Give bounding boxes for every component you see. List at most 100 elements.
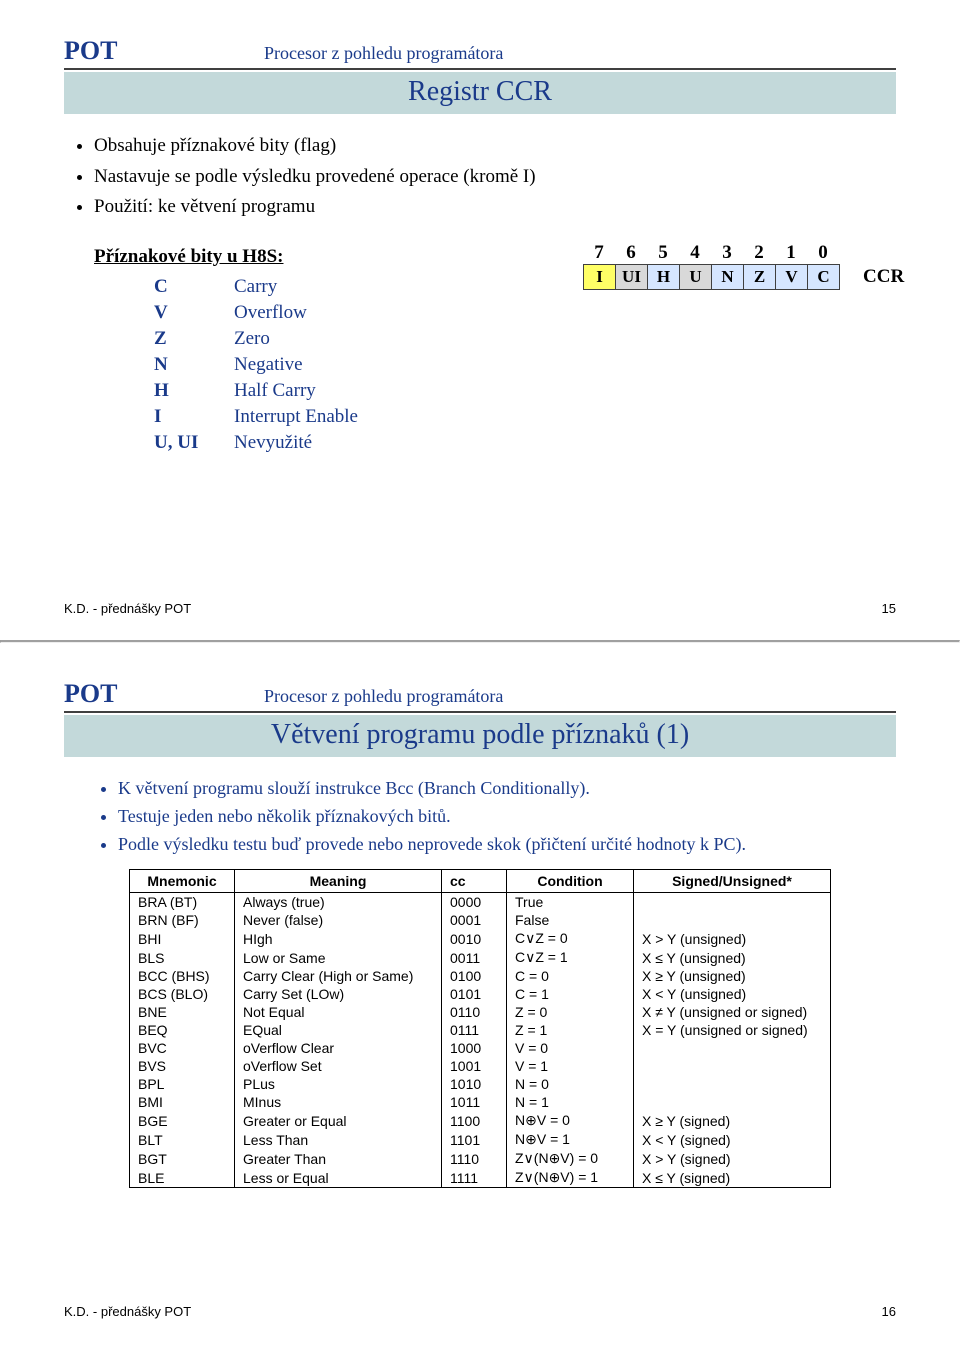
- pot-label: POT: [64, 679, 264, 709]
- table-cell: N = 1: [507, 1093, 634, 1111]
- ccr-bit-number: 6: [615, 242, 647, 264]
- header-row: POT Procesor z pohledu programátora: [64, 679, 896, 713]
- table-cell: V = 1: [507, 1057, 634, 1075]
- table-cell: True: [507, 893, 634, 912]
- slide-2: POT Procesor z pohledu programátora Větv…: [0, 643, 960, 1343]
- slide-1: POT Procesor z pohledu programátora Regi…: [0, 0, 960, 640]
- table-cell: False: [507, 911, 634, 929]
- table-cell: [634, 1057, 831, 1075]
- table-cell: 1010: [442, 1075, 507, 1093]
- table-cell: [634, 1075, 831, 1093]
- table-cell: BRA (BT): [130, 893, 235, 912]
- flag-name: Nevyužité: [234, 430, 358, 456]
- footer-page-number: 16: [882, 1304, 896, 1319]
- table-cell: [634, 911, 831, 929]
- bullet-item: Použití: ke větvení programu: [94, 193, 896, 222]
- table-cell: BGT: [130, 1149, 235, 1168]
- table-cell: X ≥ Y (unsigned): [634, 967, 831, 985]
- ccr-bit-number: 5: [647, 242, 679, 264]
- ccr-bit-number: 4: [679, 242, 711, 264]
- table-cell: BHI: [130, 929, 235, 948]
- flag-symbol: I: [154, 404, 234, 430]
- table-cell: 0100: [442, 967, 507, 985]
- col-cc: cc: [442, 870, 507, 893]
- table-cell: 0000: [442, 893, 507, 912]
- table-row: BCS (BLO)Carry Set (LOw)0101C = 1X < Y (…: [130, 985, 831, 1003]
- table-row: BLTLess Than1101N⊕V = 1X < Y (signed): [130, 1130, 831, 1149]
- table-cell: Carry Clear (High or Same): [235, 967, 442, 985]
- table-cell: HIgh: [235, 929, 442, 948]
- table-cell: 0101: [442, 985, 507, 1003]
- table-cell: C = 1: [507, 985, 634, 1003]
- table-row: BRA (BT)Always (true)0000True: [130, 893, 831, 912]
- table-cell: 0111: [442, 1021, 507, 1039]
- ccr-bit-cells: IUIHUNZVC: [583, 264, 840, 290]
- slide-footer: K.D. - přednášky POT 16: [64, 1304, 896, 1319]
- table-cell: [634, 1093, 831, 1111]
- footer-left: K.D. - přednášky POT: [64, 601, 191, 616]
- table-cell: [634, 893, 831, 912]
- table-cell: 0010: [442, 929, 507, 948]
- flag-row: U, UINevyužité: [154, 430, 358, 456]
- slide-subtitle: Procesor z pohledu programátora: [264, 686, 503, 707]
- col-signed-unsigned: Signed/Unsigned*: [634, 870, 831, 893]
- bullet-item: K větvení programu slouží instrukce Bcc …: [118, 775, 896, 801]
- table-cell: X > Y (unsigned): [634, 929, 831, 948]
- table-header-row: Mnemonic Meaning cc Condition Signed/Uns…: [130, 870, 831, 893]
- table-cell: Carry Set (LOw): [235, 985, 442, 1003]
- table-cell: 1110: [442, 1149, 507, 1168]
- ccr-bit-number: 3: [711, 242, 743, 264]
- ccr-bit-number: 7: [583, 242, 615, 264]
- table-row: BMIMInus1011N = 1: [130, 1093, 831, 1111]
- flag-symbol: C: [154, 274, 234, 300]
- flag-row: CCarry: [154, 274, 358, 300]
- table-cell: 0110: [442, 1003, 507, 1021]
- flag-name: Interrupt Enable: [234, 404, 358, 430]
- ccr-bit-cell: H: [648, 265, 680, 289]
- table-cell: oVerflow Clear: [235, 1039, 442, 1057]
- flag-name: Zero: [234, 326, 358, 352]
- bullet-item: Podle výsledku testu buď provede nebo ne…: [118, 831, 896, 857]
- table-cell: BLS: [130, 948, 235, 967]
- slide-footer: K.D. - přednášky POT 15: [64, 601, 896, 616]
- col-meaning: Meaning: [235, 870, 442, 893]
- table-cell: 1111: [442, 1168, 507, 1188]
- table-row: BEQEQual0111Z = 1X = Y (unsigned or sign…: [130, 1021, 831, 1039]
- table-cell: BVS: [130, 1057, 235, 1075]
- table-cell: C∨Z = 0: [507, 929, 634, 948]
- table-row: BRN (BF)Never (false)0001False: [130, 911, 831, 929]
- condition-table: Mnemonic Meaning cc Condition Signed/Uns…: [129, 869, 831, 1188]
- table-row: BHIHIgh0010C∨Z = 0X > Y (unsigned): [130, 929, 831, 948]
- footer-left: K.D. - přednášky POT: [64, 1304, 191, 1319]
- table-cell: BLT: [130, 1130, 235, 1149]
- table-cell: Z = 1: [507, 1021, 634, 1039]
- table-cell: Never (false): [235, 911, 442, 929]
- flag-name: Carry: [234, 274, 358, 300]
- table-row: BGTGreater Than1110Z∨(N⊕V) = 0X > Y (sig…: [130, 1149, 831, 1168]
- ccr-bit-cell: C: [808, 265, 839, 289]
- table-cell: Greater Than: [235, 1149, 442, 1168]
- flag-row: HHalf Carry: [154, 378, 358, 404]
- slide-title: Registr CCR: [64, 72, 896, 114]
- table-cell: C = 0: [507, 967, 634, 985]
- table-cell: V = 0: [507, 1039, 634, 1057]
- footer-page-number: 15: [882, 601, 896, 616]
- table-row: BCC (BHS)Carry Clear (High or Same)0100C…: [130, 967, 831, 985]
- table-row: BLELess or Equal1111Z∨(N⊕V) = 1X ≤ Y (si…: [130, 1168, 831, 1188]
- table-cell: Z∨(N⊕V) = 0: [507, 1149, 634, 1168]
- flag-symbol: H: [154, 378, 234, 404]
- table-cell: BVC: [130, 1039, 235, 1057]
- table-cell: N⊕V = 0: [507, 1111, 634, 1130]
- slide-title: Větvení programu podle příznaků (1): [64, 715, 896, 757]
- table-cell: N = 0: [507, 1075, 634, 1093]
- table-cell: X < Y (unsigned): [634, 985, 831, 1003]
- bullet-item: Testuje jeden nebo několik příznakových …: [118, 803, 896, 829]
- ccr-diagram: 76543210 IUIHUNZVC CCR: [583, 242, 840, 290]
- table-cell: oVerflow Set: [235, 1057, 442, 1075]
- table-row: BNENot Equal0110Z = 0X ≠ Y (unsigned or …: [130, 1003, 831, 1021]
- table-cell: BGE: [130, 1111, 235, 1130]
- table-cell: 1100: [442, 1111, 507, 1130]
- flag-row: VOverflow: [154, 300, 358, 326]
- flag-name: Half Carry: [234, 378, 358, 404]
- table-cell: X ≤ Y (signed): [634, 1168, 831, 1188]
